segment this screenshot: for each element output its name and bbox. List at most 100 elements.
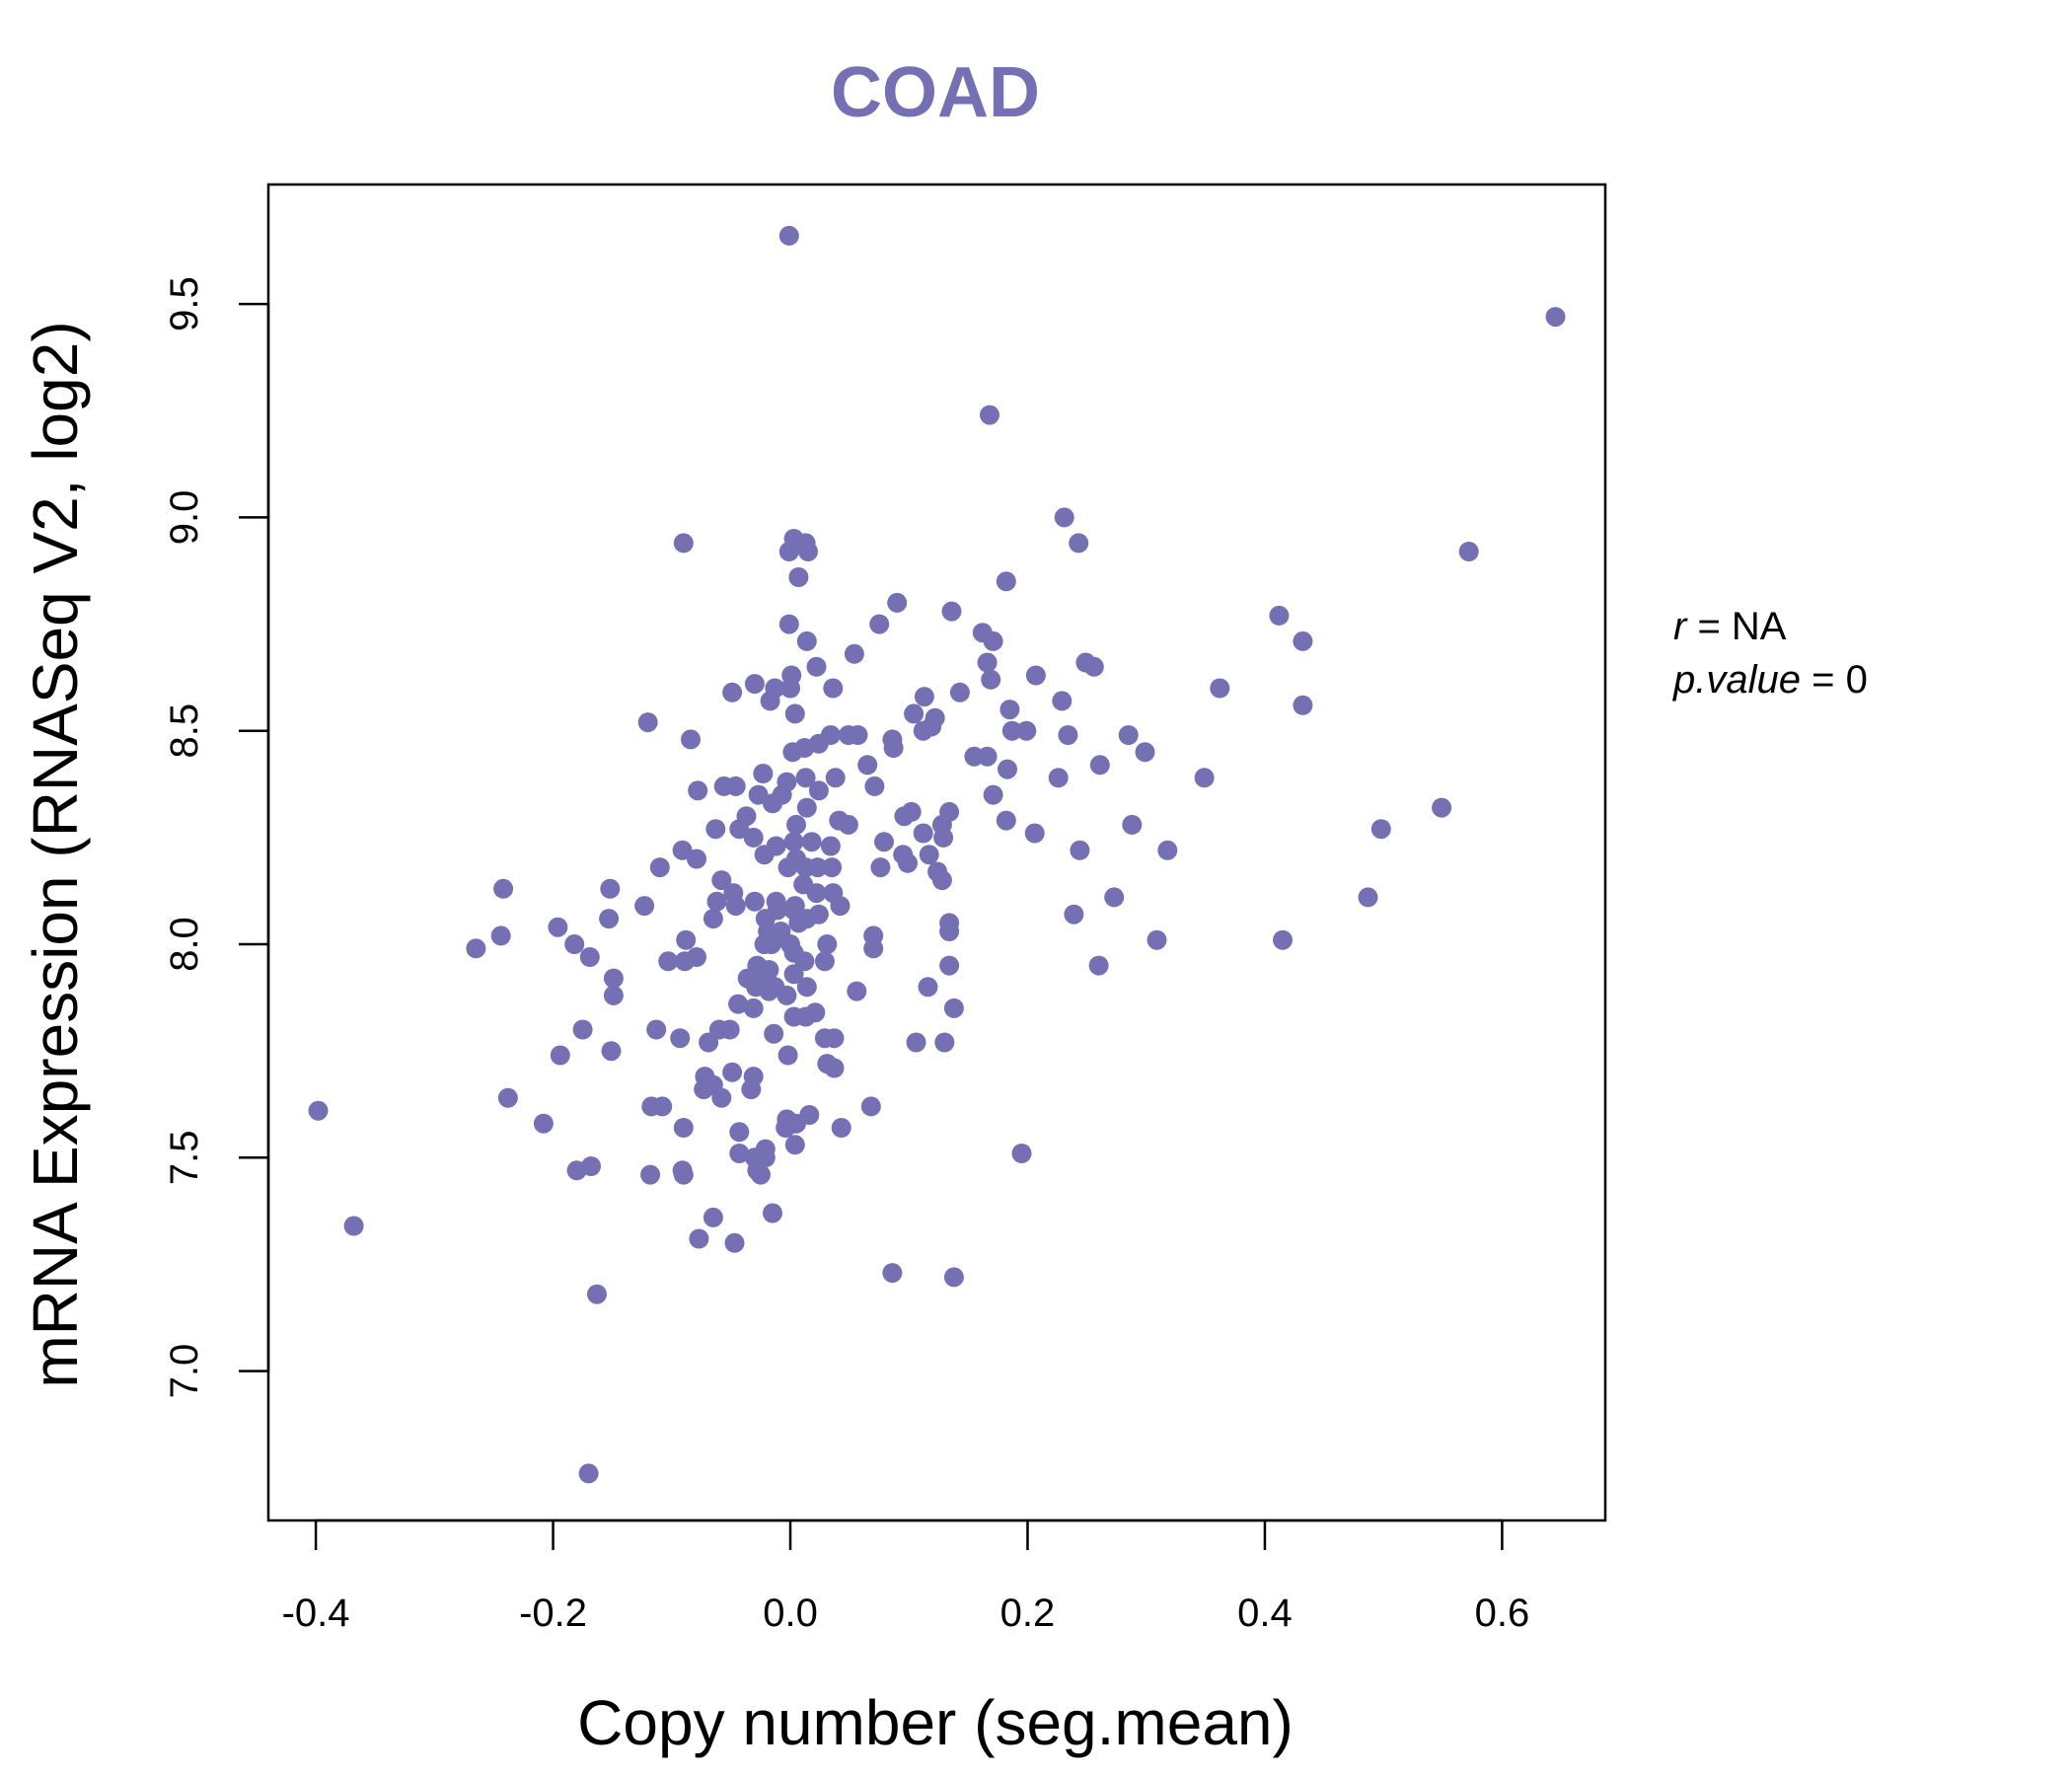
data-point (796, 977, 817, 998)
data-point (1135, 742, 1155, 763)
data-point (699, 1032, 719, 1053)
data-point (784, 1135, 805, 1155)
data-point (694, 1079, 714, 1100)
data-point (777, 985, 797, 1005)
data-point (670, 1028, 691, 1049)
data-point (743, 998, 764, 1018)
data-point (722, 1062, 743, 1082)
data-point (1054, 507, 1074, 528)
p-label: p.value (1672, 658, 1801, 702)
data-point (658, 951, 679, 972)
data-point (830, 896, 851, 917)
data-point (777, 857, 798, 878)
data-point (343, 1216, 364, 1236)
data-point (983, 784, 1003, 805)
data-point (1025, 665, 1046, 686)
data-point (786, 814, 806, 835)
data-point (824, 1028, 845, 1049)
y-tick-label: 8.5 (163, 703, 206, 759)
data-point (1194, 768, 1215, 788)
p-stat: p.value = 0 (1672, 658, 1868, 702)
data-point (728, 994, 749, 1014)
r-equals: = (1686, 605, 1732, 648)
data-point (603, 968, 624, 989)
data-point (817, 934, 838, 954)
x-axis-title: Copy number (seg.mean) (577, 1687, 1294, 1758)
data-point (744, 674, 765, 695)
x-tick-label: 0.2 (1000, 1591, 1056, 1635)
data-point (759, 981, 779, 1001)
data-point (1016, 720, 1037, 741)
y-axis: 7.0 7.5 8.0 8.5 9.0 9.5 (163, 276, 270, 1398)
data-point (308, 1100, 329, 1121)
data-point (780, 678, 800, 699)
data-point (1001, 720, 1022, 741)
y-axis-title: mRNA Expression (RNASeq V2, log2) (20, 321, 91, 1387)
p-value: 0 (1846, 658, 1868, 702)
data-point (943, 998, 964, 1018)
data-point (894, 806, 915, 827)
data-point (493, 878, 514, 899)
data-point (763, 793, 782, 814)
data-point (719, 1019, 740, 1040)
data-point (729, 819, 750, 840)
data-point (681, 729, 701, 750)
r-value: NA (1732, 605, 1787, 648)
data-point (783, 964, 804, 985)
data-point (722, 682, 743, 703)
data-point (882, 1263, 903, 1284)
data-point (1458, 542, 1479, 561)
data-point (711, 870, 732, 891)
data-point (887, 592, 908, 613)
data-point (998, 759, 1017, 779)
y-tick-label: 7.5 (163, 1130, 206, 1185)
data-point (778, 542, 799, 561)
data-point (795, 768, 816, 788)
data-point (857, 755, 878, 776)
data-point (754, 845, 775, 865)
data-point (806, 883, 827, 904)
data-point (578, 1463, 599, 1484)
data-point (788, 913, 809, 933)
data-point (754, 934, 775, 954)
data-point (764, 1023, 784, 1044)
data-point (587, 1284, 607, 1304)
data-point (844, 643, 864, 664)
data-point (922, 716, 942, 737)
data-point (673, 533, 694, 554)
data-point (744, 891, 765, 912)
data-point (941, 601, 962, 622)
data-point (796, 630, 817, 651)
x-axis: -0.4 -0.2 0.0 0.2 0.4 0.6 (282, 1518, 1530, 1635)
data-point (943, 1267, 964, 1288)
data-point (838, 725, 858, 745)
data-point (1269, 605, 1290, 626)
data-point (1052, 691, 1073, 711)
data-point (778, 225, 799, 246)
data-point (564, 934, 585, 954)
data-point (725, 896, 746, 917)
data-point (741, 1079, 762, 1100)
data-point (784, 703, 805, 724)
data-point (1370, 819, 1391, 840)
data-point (688, 780, 708, 801)
data-point (807, 857, 828, 878)
data-point (673, 1164, 694, 1185)
data-point (673, 1118, 694, 1138)
data-point (751, 1164, 771, 1185)
data-point (1058, 725, 1078, 745)
data-point (847, 981, 867, 1001)
data-point (672, 840, 693, 860)
data-point (919, 845, 939, 865)
data-point (724, 1232, 745, 1253)
data-point (729, 1144, 750, 1163)
x-tick-label: 0.6 (1475, 1591, 1530, 1635)
data-point (788, 567, 809, 587)
data-point (806, 656, 827, 677)
data-point (796, 797, 817, 818)
data-point (808, 780, 829, 801)
data-point (640, 1164, 661, 1185)
data-point (760, 691, 780, 711)
r-label: r (1673, 605, 1688, 648)
y-tick-label: 9.5 (163, 276, 206, 332)
